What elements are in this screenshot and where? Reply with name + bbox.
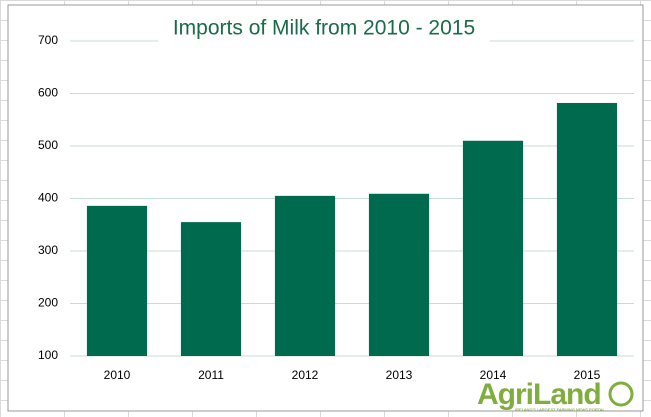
y-tick-label: 700 <box>38 33 58 47</box>
title-background <box>158 14 490 44</box>
y-tick-label: 300 <box>38 243 58 257</box>
grid <box>70 40 634 357</box>
x-tick-label: 2015 <box>574 368 601 382</box>
y-tick-label: 100 <box>38 348 58 362</box>
y-tick-label: 600 <box>38 86 58 100</box>
logo-icon <box>608 381 634 407</box>
x-tick-label: 2013 <box>386 368 413 382</box>
bar <box>180 222 242 356</box>
y-tick-label: 500 <box>38 138 58 152</box>
bar <box>368 193 430 356</box>
logo-text: AgriLand <box>477 378 601 411</box>
bar <box>462 140 524 356</box>
x-tick-label: 2011 <box>198 368 224 382</box>
chart-title: Imports of Milk from 2010 - 2015 <box>173 17 475 40</box>
x-tick-label: 2010 <box>104 368 131 382</box>
y-tick-label: 400 <box>38 191 58 205</box>
bar <box>274 195 336 356</box>
x-tick-label: 2014 <box>480 368 507 382</box>
bar <box>556 102 618 356</box>
x-tick-label: 2012 <box>292 368 319 382</box>
bar <box>86 205 148 356</box>
logo-tagline: IRELAND'S LARGEST FARMING NEWS PORTAL <box>515 407 605 412</box>
y-tick-label: 200 <box>38 296 58 310</box>
logo: AgriLand IRELAND'S LARGEST FARMING NEWS … <box>477 378 634 412</box>
